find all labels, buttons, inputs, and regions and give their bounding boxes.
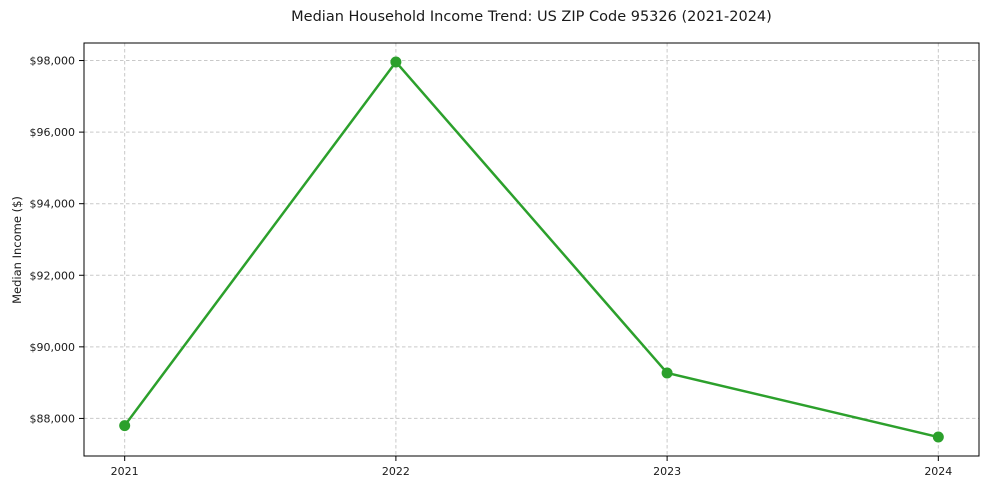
x-tick-label: 2022: [382, 465, 410, 478]
plot-border: [83, 42, 980, 457]
y-tick-label: $98,000: [30, 55, 76, 68]
y-tick-label: $90,000: [30, 341, 76, 354]
data-point: [390, 56, 402, 68]
data-point: [119, 420, 131, 432]
data-point: [661, 367, 673, 379]
data-point: [932, 431, 944, 443]
x-tick-label: 2021: [111, 465, 139, 478]
y-tick-label: $94,000: [30, 198, 76, 211]
y-tick-label: $88,000: [30, 412, 76, 425]
x-tick-label: 2024: [924, 465, 952, 478]
y-tick-label: $92,000: [30, 269, 76, 282]
y-tick-label: $96,000: [30, 126, 76, 139]
x-tick-label: 2023: [653, 465, 681, 478]
chart-title: Median Household Income Trend: US ZIP Co…: [291, 9, 772, 25]
trend-line: [123, 60, 940, 439]
